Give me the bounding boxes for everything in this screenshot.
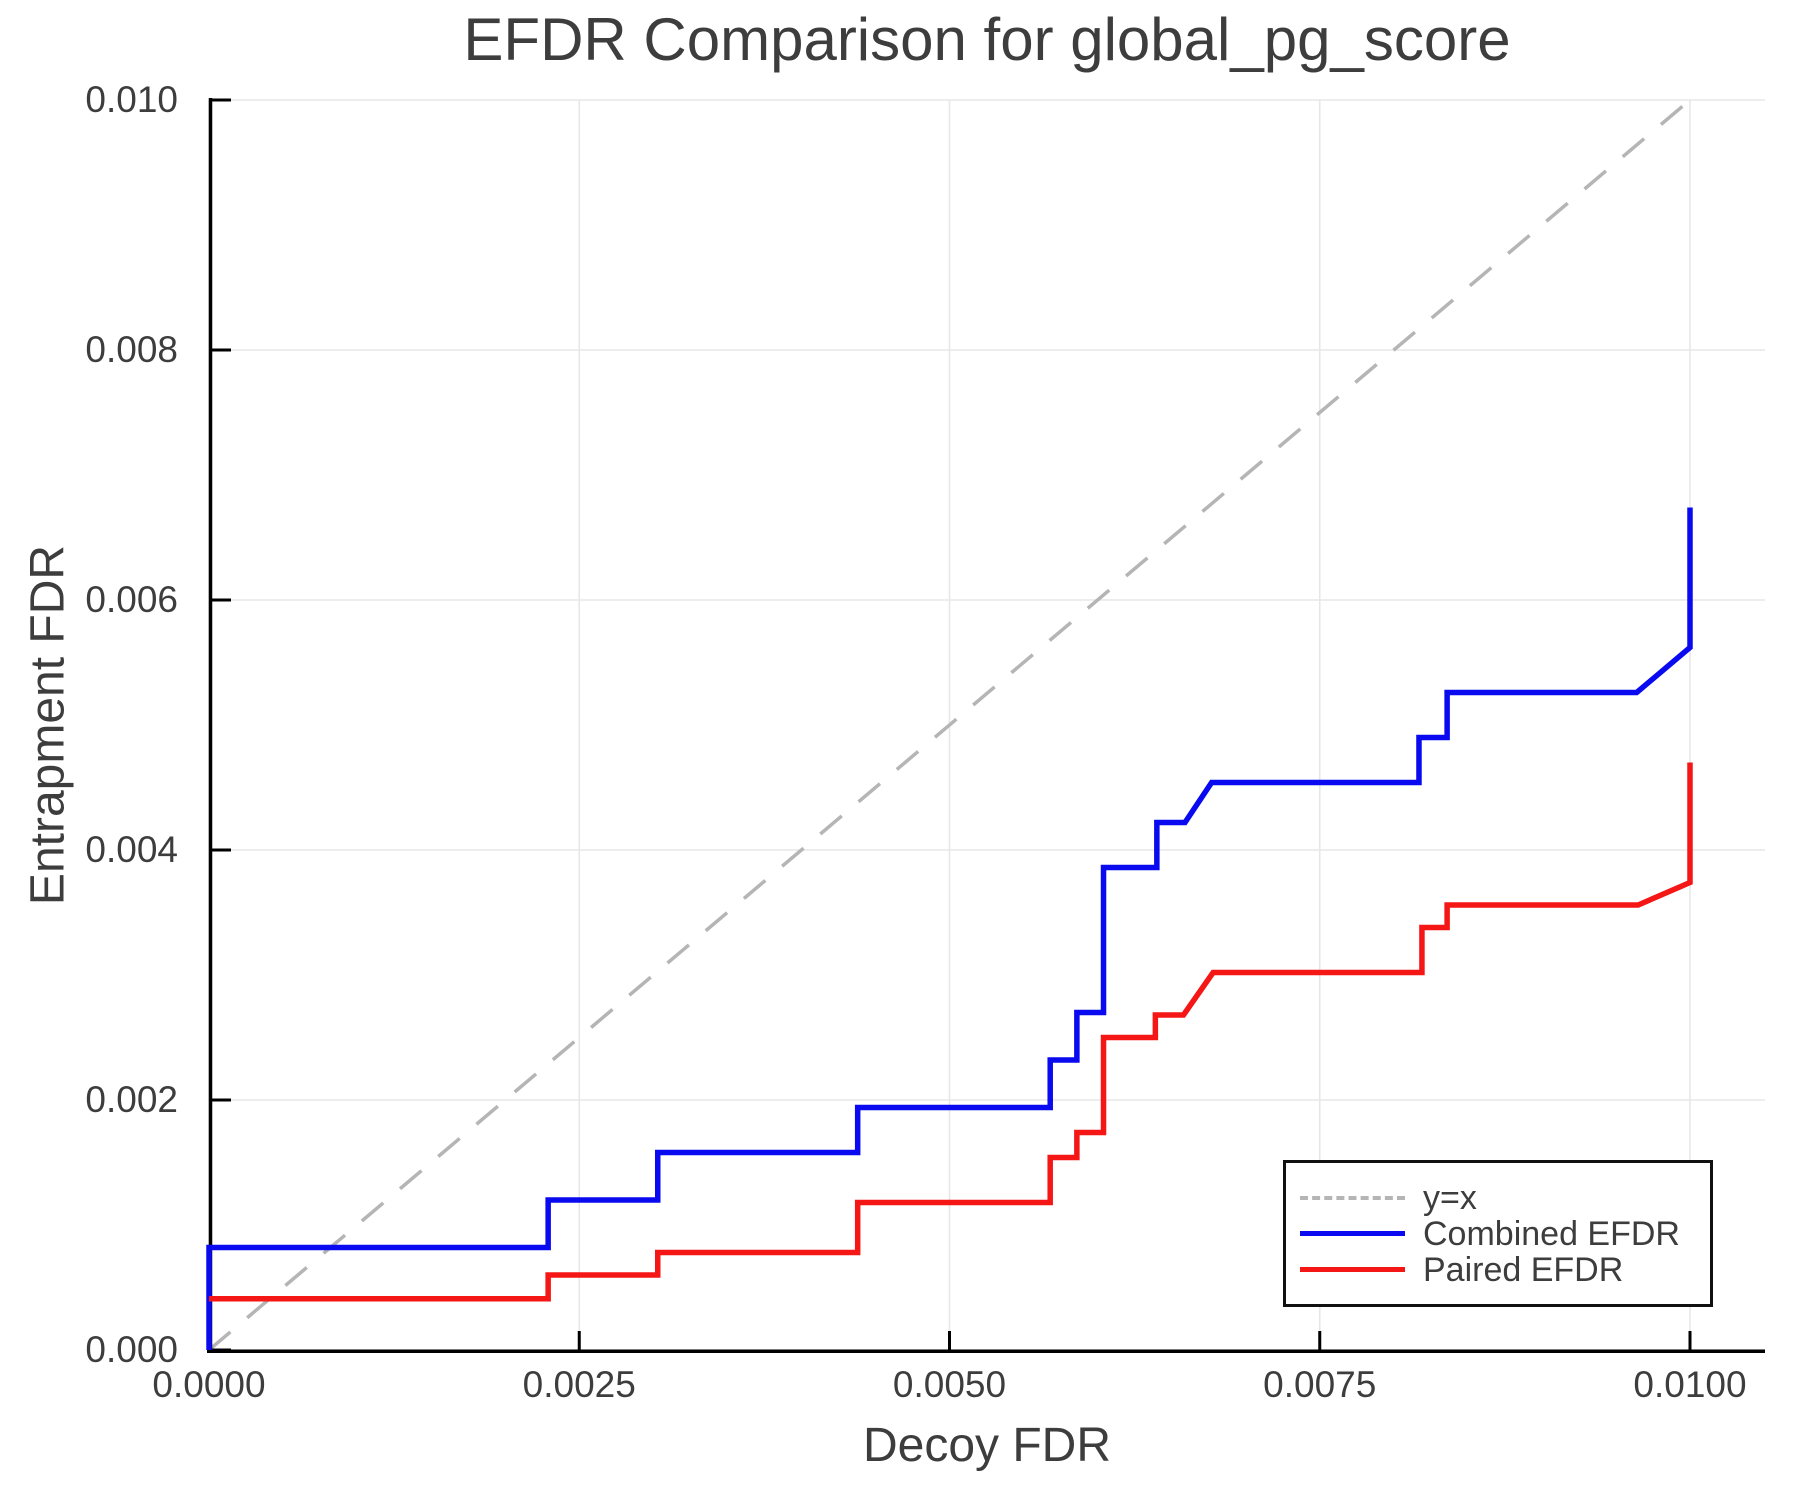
x-tick-label: 0.0100 — [1633, 1364, 1747, 1405]
legend-row-paired: Paired EFDR — [1300, 1252, 1710, 1288]
y-tick-label: 0.000 — [85, 1329, 178, 1370]
x-tick-label: 0.0025 — [522, 1364, 636, 1405]
combined-line-icon — [1300, 1231, 1405, 1236]
x-tick-label: 0.0050 — [892, 1364, 1007, 1405]
y-tick-label: 0.004 — [85, 829, 178, 870]
x-tick-label: 0.0075 — [1263, 1364, 1377, 1405]
combined-efdr-line — [206, 507, 1693, 1350]
legend-label-reference: y=x — [1423, 1178, 1477, 1217]
paired-line-icon — [1300, 1267, 1405, 1272]
chart-title: EFDR Comparison for global_pg_score — [463, 6, 1511, 73]
reference-line-icon — [1300, 1195, 1405, 1200]
y-tick-label: 0.010 — [85, 79, 178, 120]
x-axis-title: Decoy FDR — [862, 1419, 1112, 1472]
y-tick-label: 0.008 — [85, 329, 178, 370]
legend-label-paired: Paired EFDR — [1423, 1250, 1624, 1289]
legend-label-combined: Combined EFDR — [1423, 1214, 1680, 1253]
y-equals-x-reference-line — [207, 98, 1692, 1352]
paired-efdr-line — [209, 762, 1693, 1302]
legend-row-reference: y=x — [1300, 1180, 1710, 1216]
x-tick-label: 0.0000 — [152, 1364, 266, 1405]
y-tick-label: 0.002 — [85, 1079, 178, 1120]
legend-box: y=x Combined EFDR Paired EFDR — [1283, 1160, 1713, 1307]
legend-row-combined: Combined EFDR — [1300, 1216, 1710, 1252]
y-tick-label: 0.006 — [85, 579, 178, 620]
